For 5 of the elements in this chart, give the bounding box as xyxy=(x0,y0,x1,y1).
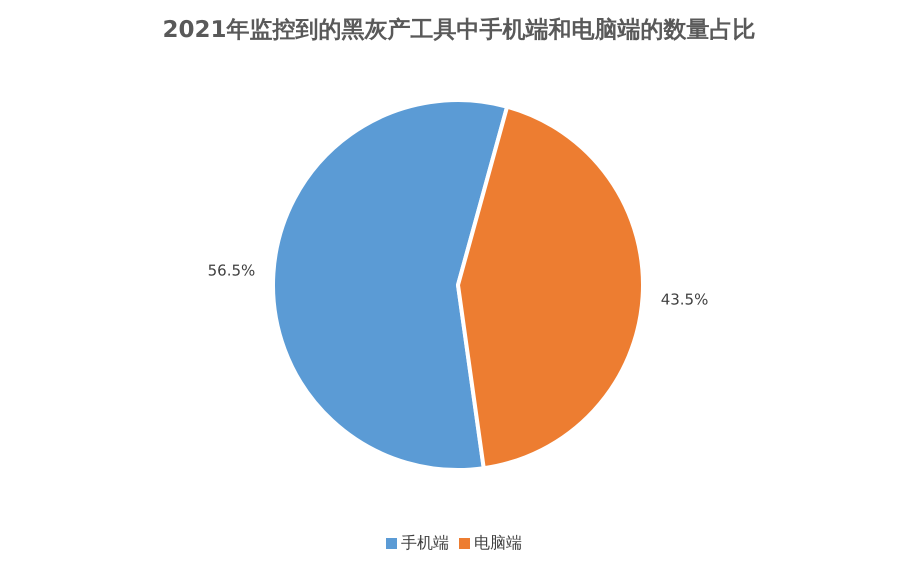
data-label: 43.5% xyxy=(660,290,708,309)
legend-label: 电脑端 xyxy=(474,533,522,552)
legend-label: 手机端 xyxy=(401,533,449,552)
data-label: 56.5% xyxy=(208,261,256,280)
chart-title: 2021年监控到的黑灰产工具中手机端和电脑端的数量占比 xyxy=(161,16,756,45)
